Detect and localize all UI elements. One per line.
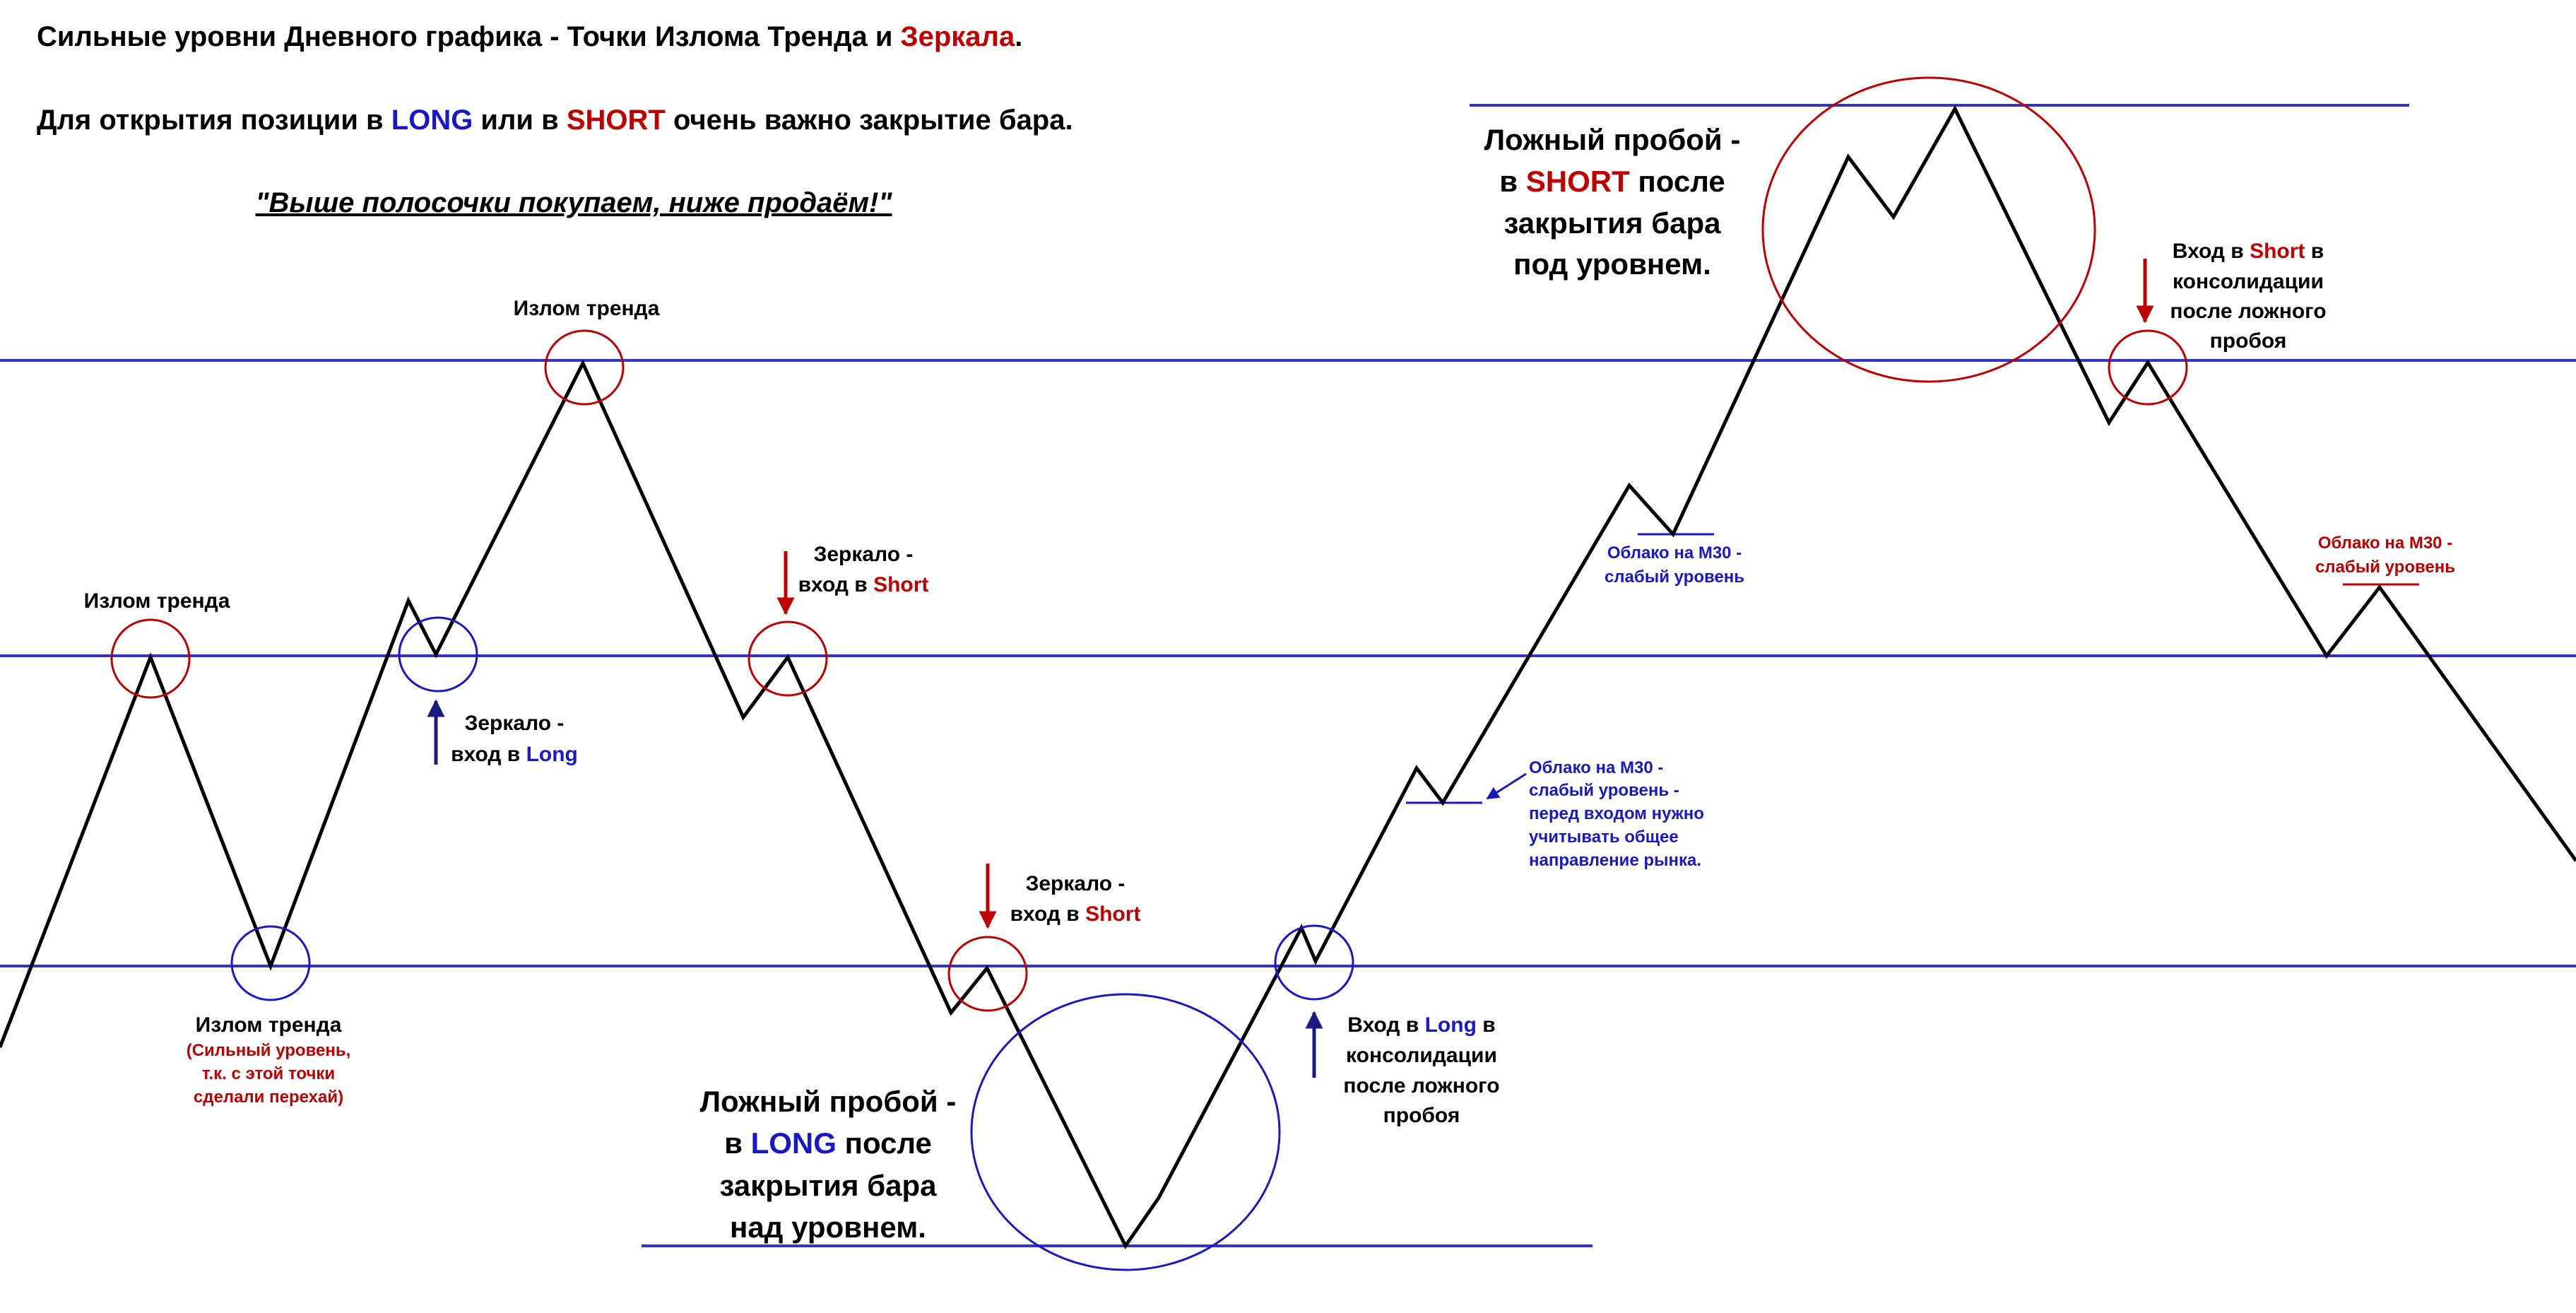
svg-text:закрытия бара: закрытия бара <box>719 1169 937 1202</box>
marker-entry-short <box>2108 329 2188 406</box>
marker-trend-break-low <box>230 925 311 1001</box>
label-trend-break-top: Излом тренда <box>514 297 660 320</box>
svg-text:пробоя: пробоя <box>1383 1104 1460 1127</box>
svg-text:(Сильный уровень,: (Сильный уровень, <box>187 1041 351 1060</box>
svg-text:учитывать общее: учитывать общее <box>1529 828 1679 847</box>
svg-text:Облако на М30 -: Облако на М30 - <box>1607 543 1742 563</box>
label-trend-break-left: Излом тренда <box>84 589 230 613</box>
arrow-cloud-pointer <box>1486 772 1527 800</box>
svg-text:Ложный пробой -: Ложный пробой - <box>1484 123 1741 156</box>
svg-text:над уровнем.: над уровнем. <box>730 1211 926 1244</box>
svg-text:Вход в Long в: Вход в Long в <box>1347 1013 1495 1037</box>
svg-text:сделали перехай): сделали перехай) <box>194 1088 343 1107</box>
label-cloud-m30-right: Облако на М30 - слабый уровень <box>2315 534 2455 577</box>
svg-text:Зеркало -: Зеркало - <box>465 712 565 735</box>
marker-mirror-short-1 <box>748 620 828 697</box>
svg-text:слабый уровень -: слабый уровень - <box>1529 781 1679 800</box>
marker-trend-break-top <box>544 329 625 406</box>
svg-text:вход в Long: вход в Long <box>451 743 578 766</box>
marker-mirror-long <box>398 616 478 693</box>
svg-text:Зеркало -: Зеркало - <box>814 543 914 566</box>
svg-text:консолидации: консолидации <box>2173 270 2324 293</box>
svg-text:Зеркало -: Зеркало - <box>1026 872 1125 895</box>
svg-text:вход в Short: вход в Short <box>1010 902 1141 926</box>
label-cloud-m30-long: Облако на М30 - слабый уровень - перед в… <box>1529 758 1704 870</box>
svg-text:Облако на М30 -: Облако на М30 - <box>2318 534 2452 553</box>
label-false-breakout-long: Ложный пробой - в LONG после закрытия ба… <box>700 1085 957 1244</box>
svg-text:перед входом нужно: перед входом нужно <box>1529 804 1704 823</box>
svg-text:Облако на М30 -: Облако на М30 - <box>1529 758 1663 777</box>
svg-text:т.к. с этой точки: т.к. с этой точки <box>202 1064 335 1083</box>
svg-text:слабый уровень: слабый уровень <box>1605 567 1744 587</box>
svg-text:в SHORT после: в SHORT после <box>1499 165 1725 198</box>
marker-trend-break-1 <box>110 618 191 699</box>
svg-text:вход в Short: вход в Short <box>798 573 929 596</box>
svg-text:Вход в Short в: Вход в Short в <box>2173 240 2324 263</box>
svg-text:консолидации: консолидации <box>1346 1044 1497 1067</box>
label-mirror-long: Зеркало - вход в Long <box>451 712 578 766</box>
svg-text:после ложного: после ложного <box>1343 1074 1499 1097</box>
label-strong-level: (Сильный уровень, т.к. с этой точки сдел… <box>187 1041 351 1107</box>
price-path <box>0 105 2576 1249</box>
header-line-1: Сильные уровни Дневного графика - Точки … <box>37 21 1022 52</box>
svg-text:слабый уровень: слабый уровень <box>2315 558 2455 577</box>
svg-text:после ложного: после ложного <box>2170 300 2326 323</box>
svg-text:в LONG после: в LONG после <box>724 1126 932 1160</box>
markers <box>110 76 2188 1271</box>
label-false-breakout-short: Ложный пробой - в SHORT после закрытия б… <box>1484 123 1741 281</box>
label-mirror-short-2: Зеркало - вход в Short <box>1010 872 1141 926</box>
svg-text:пробоя: пробоя <box>2210 329 2287 353</box>
svg-text:закрытия бара: закрытия бара <box>1503 206 1721 240</box>
price-levels <box>0 104 2576 1247</box>
svg-text:под уровнем.: под уровнем. <box>1513 247 1711 281</box>
slogan: "Выше полосочки покупаем, ниже продаём!" <box>256 187 893 218</box>
marker-false-long <box>970 993 1281 1271</box>
label-entry-short-consolidation: Вход в Short в консолидации после ложног… <box>2170 240 2326 353</box>
marker-false-short <box>1761 76 2096 383</box>
label-cloud-m30-mid: Облако на М30 - слабый уровень <box>1605 543 1744 587</box>
marker-entry-long <box>1274 924 1354 1001</box>
label-entry-long-consolidation: Вход в Long в консолидации после ложного… <box>1343 1013 1499 1127</box>
arrows <box>427 259 2154 1078</box>
marker-mirror-short-2 <box>947 936 1028 1012</box>
header-line-2: Для открытия позиции в LONG или в SHORT … <box>37 105 1073 136</box>
svg-text:направление рынка.: направление рынка. <box>1529 851 1701 870</box>
svg-text:Ложный пробой -: Ложный пробой - <box>700 1085 957 1118</box>
label-mirror-short-1: Зеркало - вход в Short <box>798 543 929 596</box>
label-trend-break-bottom: Излом тренда <box>196 1013 342 1037</box>
